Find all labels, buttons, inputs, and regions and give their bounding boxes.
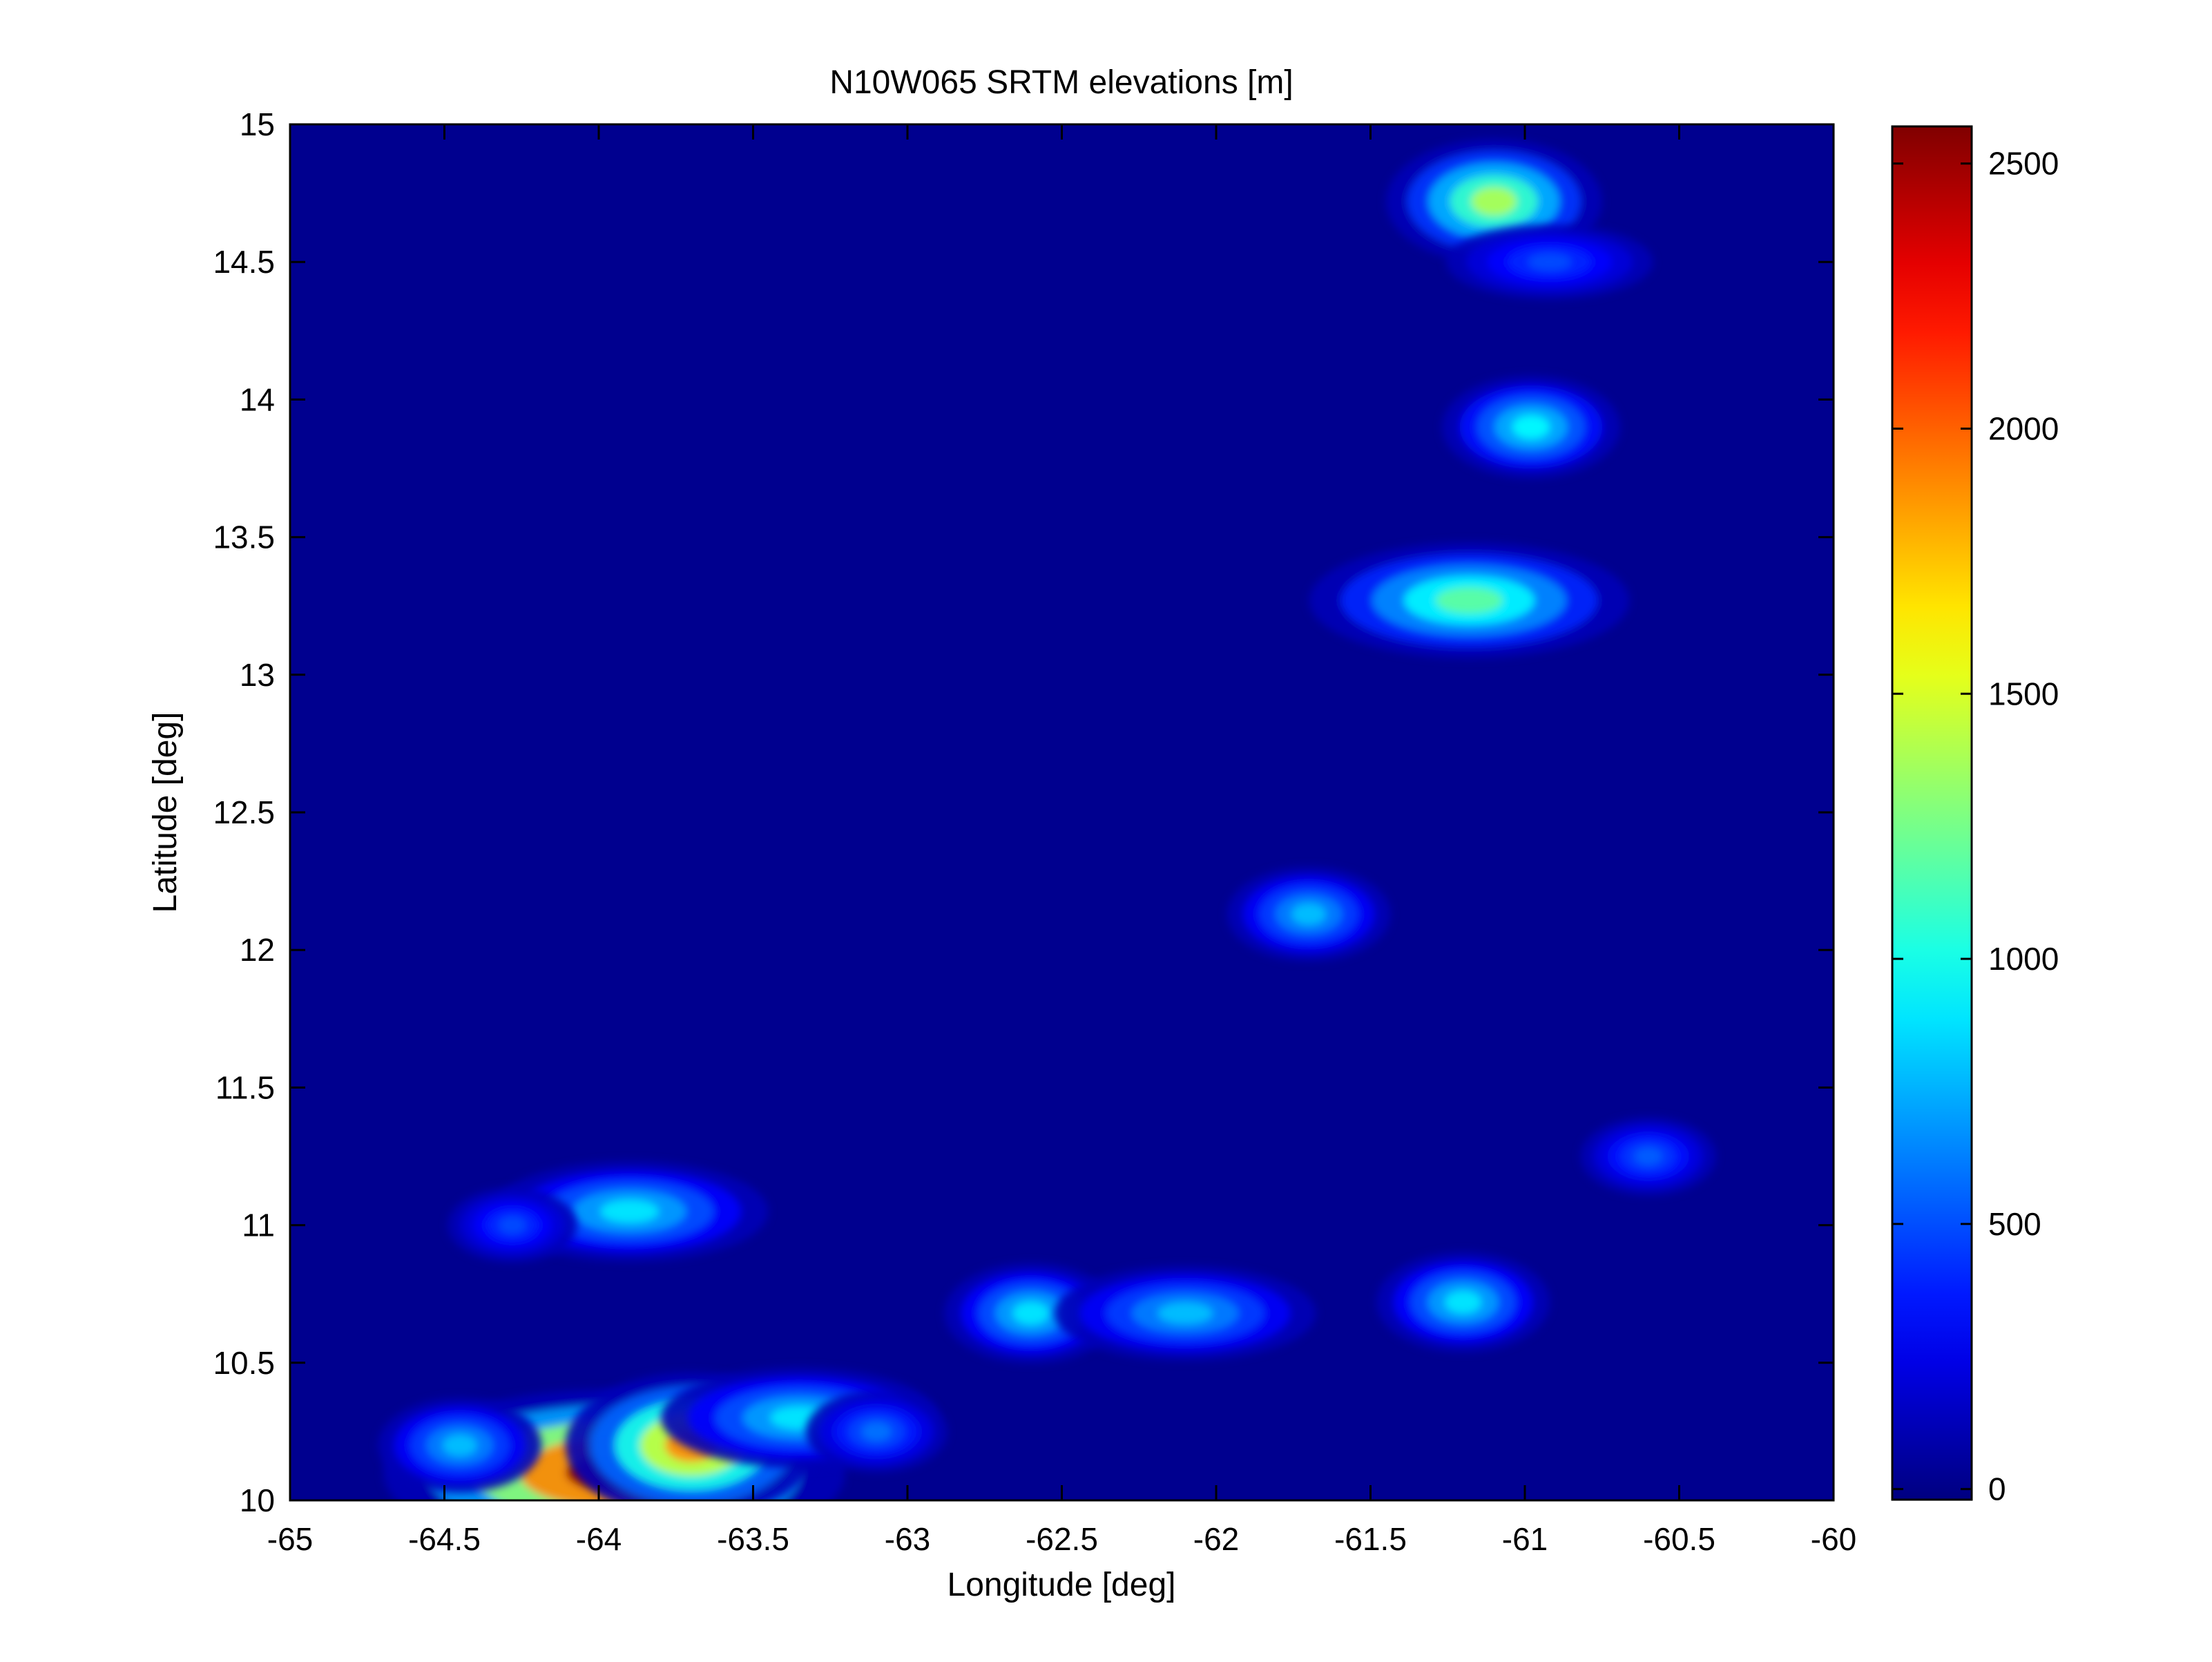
y-tick-label: 11.5 [215,1069,275,1105]
y-tick-label: 10 [240,1482,275,1518]
y-tick-label: 10.5 [213,1345,275,1381]
elevation-feature [1309,542,1630,659]
y-tick-label: 11 [242,1207,275,1243]
colorbar-frame [1891,125,1973,1501]
x-tick-label: -62 [1193,1521,1239,1557]
x-tick-label: -61.5 [1334,1521,1407,1557]
colorbar-tick-label: 2500 [1988,146,2059,182]
x-tick-label: -60 [1811,1521,1856,1557]
elevation-feature [1055,1265,1316,1361]
x-tick-label: -65 [267,1521,313,1557]
colorbar: 0 500 1000 1500 2000 2500 [1891,125,2059,1507]
x-tick-label: -64 [576,1521,622,1557]
colorbar-gradient [1892,126,1972,1500]
elevation-feature [1580,1117,1716,1196]
colorbar-tick-label: 1000 [1988,941,2059,977]
y-tick-label: 14 [240,381,275,417]
y-tick-label: 12.5 [213,794,275,830]
colorbar-tick-label: 500 [1988,1206,2041,1242]
y-tick-label: 13.5 [213,519,275,555]
elevation-features [378,139,1716,1500]
x-tick-label: -62.5 [1026,1521,1098,1557]
colorbar-tick-label: 1500 [1988,676,2059,711]
plot-area: -65 -64.5 -64 -63.5 -63 -62.5 -62 -61.5 -61 -60.5… [213,106,1856,1557]
x-tick-label: -63.5 [717,1521,789,1557]
colorbar-tick-label: 0 [1988,1471,2006,1507]
y-axis-label: Latitude [deg] [147,712,184,913]
chart-title: N10W065 SRTM elevations [m] [829,64,1293,101]
elevation-feature [378,1397,542,1493]
y-tick-label: 12 [240,932,275,968]
elevation-feature [1376,1252,1550,1353]
elevation-feature [1227,866,1391,962]
colorbar-ticks: 0 500 1000 1500 2000 2500 [1892,146,2059,1507]
colorbar-tick-label: 2000 [1988,411,2059,447]
x-tick-label: -63 [885,1521,930,1557]
elevation-feature [1442,375,1620,479]
x-tick-label: -64.5 [408,1521,481,1557]
y-tick-label: 15 [240,106,275,142]
elevation-feature [448,1187,577,1263]
elevation-feature [805,1391,948,1473]
x-axis-label: Longitude [deg] [948,1567,1176,1603]
elevation-feature [1446,225,1653,300]
y-axis-ticks: 10 10.5 11 11.5 12 12.5 13 13.5 14 14.5 15 [213,106,1834,1518]
y-tick-label: 13 [240,657,275,693]
x-tick-label: -60.5 [1643,1521,1715,1557]
y-tick-label: 14.5 [213,244,275,280]
elevation-feature [944,1263,1118,1364]
x-tick-label: -61 [1502,1521,1548,1557]
x-axis-ticks: -65 -64.5 -64 -63.5 -63 -62.5 -62 -61.5 -61 -60.5… [267,124,1856,1557]
